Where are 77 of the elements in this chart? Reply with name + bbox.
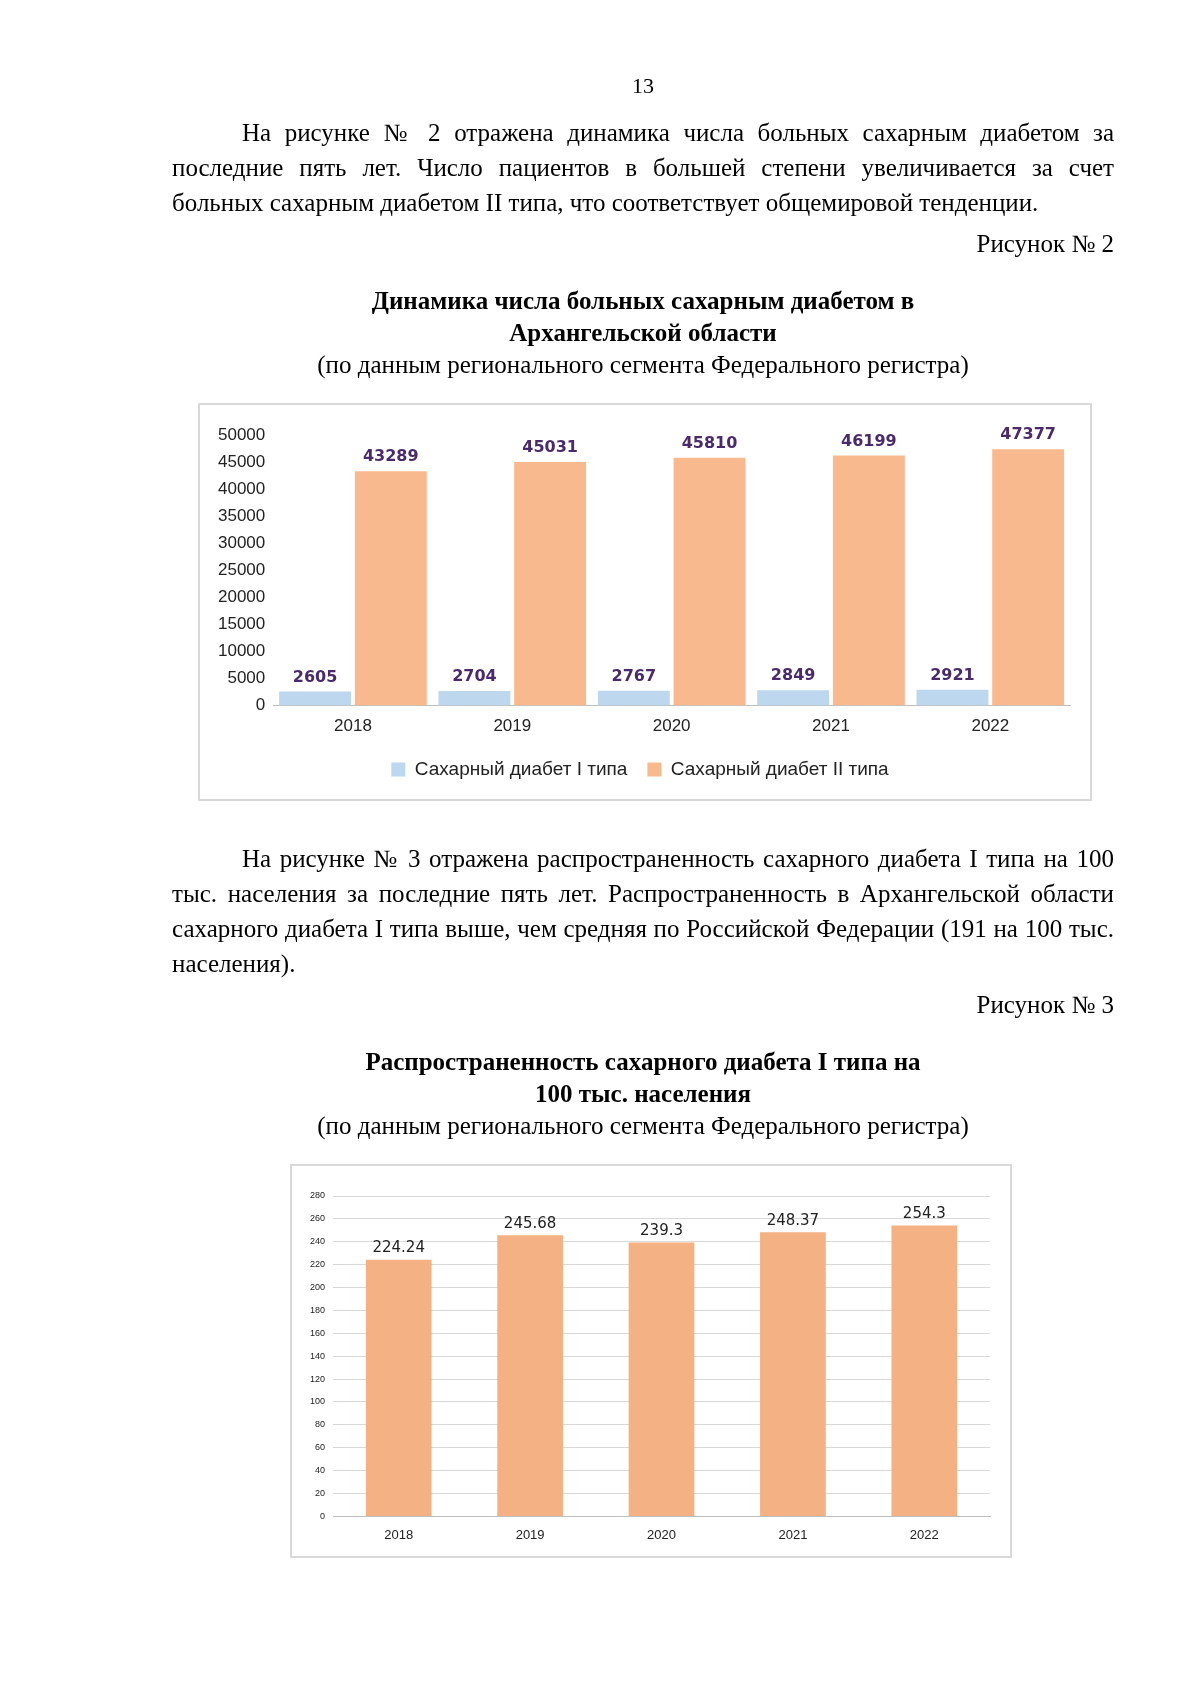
data-label: 46199: [840, 430, 897, 450]
bar: [628, 1242, 695, 1516]
x-tick-label: 2018: [334, 716, 372, 736]
data-label: 239.3: [640, 1220, 683, 1239]
y-tick-label: 220: [309, 1259, 326, 1270]
chart-subtitle: (по данным регионального сегмента Федерального регистра): [316, 1111, 970, 1142]
bar: [514, 461, 587, 706]
chart-title: Динамика числа больных сахарным диабетом в Архангельской области: [370, 286, 916, 348]
legend-label: Сахарный диабет II типа: [670, 757, 890, 779]
bar: [757, 690, 830, 706]
data-label: 2849: [770, 665, 816, 685]
y-tick-label: 10000: [217, 641, 266, 661]
y-tick-label: 5000: [227, 668, 266, 688]
bar: [673, 457, 746, 706]
data-label: 2704: [452, 666, 497, 686]
x-tick-label: 2019: [515, 1526, 545, 1542]
data-label: 2921: [930, 664, 975, 684]
data-label: 224.24: [372, 1238, 425, 1257]
x-tick-label: 2019: [493, 716, 532, 736]
bar: [760, 1232, 826, 1516]
data-label: 245.68: [503, 1213, 557, 1232]
x-tick-label: 2022: [909, 1526, 939, 1542]
bar: [832, 455, 905, 706]
y-tick-label: 40000: [217, 478, 266, 498]
data-label: 254.3: [902, 1203, 946, 1222]
y-tick-label: 20000: [217, 587, 266, 607]
y-tick-label: 30000: [217, 532, 266, 552]
text: На рисунке № 3 отражена распространенность сахарного диабета I типа на 100 тыс. населения за последние пять лет. Распространенность в Архангельской области сахарного диабета I типа выше, чем средняя по Российской Федерации (191 на 100 тыс. населения).: [172, 844, 1114, 979]
x-tick-label: 2018: [384, 1526, 414, 1542]
bar: [992, 449, 1065, 706]
y-tick-label: 0: [255, 695, 266, 715]
bar: [497, 1235, 563, 1516]
y-tick-label: 240: [309, 1236, 326, 1247]
y-tick-label: 45000: [217, 451, 266, 471]
data-label: 47377: [1000, 424, 1057, 444]
y-tick-label: 0: [320, 1510, 326, 1521]
y-tick-label: 60: [315, 1442, 326, 1453]
y-tick-label: 35000: [217, 505, 266, 525]
bar: [438, 690, 511, 706]
y-tick-label: 20: [315, 1488, 326, 1498]
legend-label: Сахарный диабет I типа: [414, 757, 628, 779]
bar: [279, 691, 352, 706]
text: 13: [631, 72, 655, 100]
x-tick-label: 2020: [652, 716, 691, 736]
y-tick-label: 160: [309, 1327, 326, 1338]
data-label: 43289: [362, 446, 419, 466]
chart-title: Распространенность сахарного диабета I типа на 100 тыс. населения: [364, 1047, 922, 1109]
y-tick-label: 15000: [217, 614, 266, 634]
data-label: 45810: [681, 432, 738, 452]
data-label: 2767: [611, 665, 657, 685]
bar: [354, 471, 427, 706]
y-tick-label: 50000: [217, 424, 266, 444]
data-label: 248.37: [766, 1210, 820, 1229]
x-tick-label: 2022: [971, 716, 1010, 736]
y-tick-label: 140: [309, 1350, 326, 1361]
y-tick-label: 80: [315, 1419, 326, 1430]
y-tick-label: 40: [315, 1465, 326, 1476]
text: Рисунок № 2: [975, 229, 1114, 259]
y-tick-label: 280: [309, 1190, 326, 1201]
data-label: 2605: [292, 666, 338, 686]
y-tick-label: 200: [309, 1282, 326, 1293]
y-tick-label: 100: [309, 1396, 326, 1407]
bar: [891, 1225, 958, 1516]
bar: [597, 690, 670, 706]
bar: [365, 1259, 432, 1516]
x-tick-label: 2021: [812, 716, 850, 736]
text: Рисунок № 3: [975, 990, 1114, 1020]
data-label: 45031: [522, 437, 578, 457]
y-tick-label: 120: [309, 1373, 326, 1384]
y-tick-label: 25000: [217, 559, 266, 579]
chart-subtitle: (по данным регионального сегмента Федерального регистра): [316, 350, 970, 381]
text: На рисунке № 2 отражена динамика числа больных сахарным диабетом за последние пять лет. Число пациентов в большей степени увеличивается за счет больных сахарным диабетом II типа, что соответствует общемировой тенденции.: [172, 118, 1114, 218]
y-tick-label: 260: [309, 1213, 326, 1224]
x-tick-label: 2021: [778, 1526, 808, 1542]
x-tick-label: 2020: [647, 1526, 676, 1542]
y-tick-label: 180: [309, 1304, 326, 1315]
bar: [916, 689, 989, 706]
